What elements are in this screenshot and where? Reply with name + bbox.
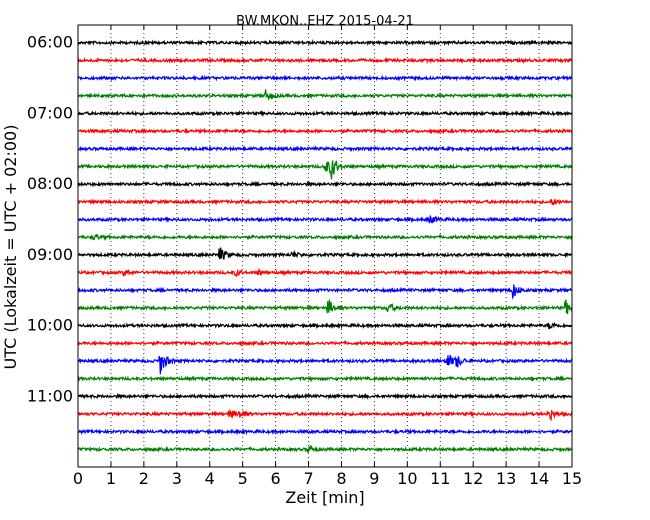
y-axis: 06:00 07:00 08:00 09:00 10:00 11:00	[27, 33, 572, 405]
seismic-trace	[77, 74, 573, 82]
x-tick-label: 5	[238, 469, 248, 488]
seismic-trace	[77, 267, 573, 278]
x-tick-label: 7	[303, 469, 313, 488]
seismic-trace	[77, 375, 573, 383]
seismic-trace	[77, 89, 573, 102]
y-axis-label: UTC (Lokalzeit = UTC + 02:00)	[1, 125, 20, 370]
x-tick-label: 3	[172, 469, 182, 488]
seismic-trace	[77, 233, 573, 241]
seismic-trace	[77, 339, 573, 347]
x-tick-label: 9	[369, 469, 379, 488]
chart-title: BW.MKON..EHZ 2015-04-21	[236, 14, 414, 29]
y-tick-label: 11:00	[27, 386, 73, 405]
x-tick-label: 14	[529, 469, 549, 488]
x-tick-label: 0	[73, 469, 83, 488]
seismic-trace	[77, 56, 573, 65]
x-tick-label: 1	[106, 469, 116, 488]
y-tick-label: 09:00	[27, 245, 73, 264]
x-tick-label: 12	[463, 469, 483, 488]
seismic-trace	[77, 409, 573, 421]
seismic-trace	[77, 444, 573, 454]
y-tick-label: 06:00	[27, 33, 73, 52]
x-tick-label: 10	[397, 469, 417, 488]
seismic-trace	[77, 392, 573, 400]
seismic-trace	[77, 180, 573, 188]
seismic-trace	[77, 214, 573, 224]
y-tick-label: 08:00	[27, 174, 73, 193]
seismic-trace	[77, 145, 573, 153]
seismic-trace	[77, 284, 573, 300]
seismic-trace	[77, 428, 573, 436]
seismic-trace	[77, 109, 573, 118]
seismic-trace	[77, 299, 573, 315]
x-tick-label: 2	[139, 469, 149, 488]
x-tick-label: 15	[562, 469, 582, 488]
seismic-trace	[77, 247, 573, 260]
x-axis: 0 1 2 3 4 5 6 7 8 9 10 11 12 13 14 15	[73, 25, 582, 488]
seismic-trace	[77, 198, 573, 206]
seismic-trace	[77, 160, 573, 180]
x-axis-label: Zeit [min]	[285, 488, 364, 507]
seismic-trace	[77, 127, 572, 135]
seismic-trace	[77, 354, 573, 375]
x-tick-label: 11	[430, 469, 450, 488]
x-tick-label: 4	[205, 469, 215, 488]
y-tick-label: 10:00	[27, 316, 73, 335]
seismic-trace	[77, 39, 573, 47]
x-tick-label: 8	[336, 469, 346, 488]
plot-area	[77, 25, 573, 467]
x-tick-label: 13	[496, 469, 516, 488]
plot-frame	[77, 24, 573, 468]
seismic-trace	[77, 321, 573, 330]
y-tick-label: 07:00	[27, 103, 73, 122]
x-tick-label: 6	[271, 469, 281, 488]
